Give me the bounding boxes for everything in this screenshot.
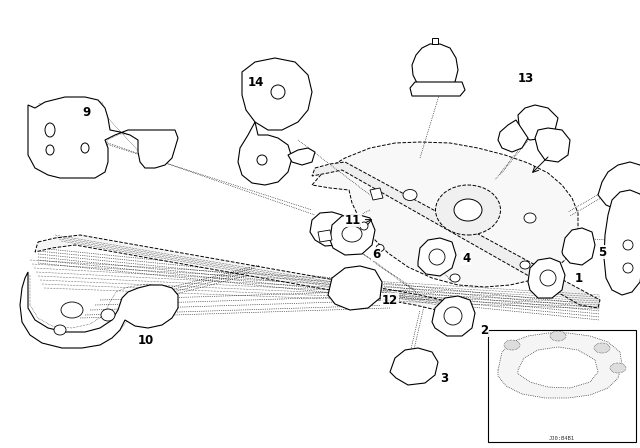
Polygon shape xyxy=(288,148,315,165)
Polygon shape xyxy=(238,122,292,185)
Ellipse shape xyxy=(444,307,462,325)
Text: 3: 3 xyxy=(440,371,448,384)
Polygon shape xyxy=(360,225,372,240)
Polygon shape xyxy=(604,190,640,295)
Polygon shape xyxy=(418,238,456,276)
Text: 2: 2 xyxy=(480,323,488,336)
Ellipse shape xyxy=(550,331,566,341)
Text: 12: 12 xyxy=(382,293,398,306)
Text: 11: 11 xyxy=(345,214,361,227)
Ellipse shape xyxy=(403,190,417,201)
Ellipse shape xyxy=(81,143,89,153)
Ellipse shape xyxy=(360,222,368,230)
Polygon shape xyxy=(528,258,565,298)
Polygon shape xyxy=(330,214,375,255)
Ellipse shape xyxy=(450,274,460,282)
Ellipse shape xyxy=(435,185,500,235)
Ellipse shape xyxy=(429,249,445,265)
Text: 4: 4 xyxy=(462,251,470,264)
Text: 1: 1 xyxy=(575,271,583,284)
Ellipse shape xyxy=(54,325,66,335)
Polygon shape xyxy=(370,188,383,200)
Text: 9: 9 xyxy=(82,105,90,119)
Polygon shape xyxy=(410,82,465,96)
Polygon shape xyxy=(498,120,528,152)
Polygon shape xyxy=(328,266,382,310)
Text: 6: 6 xyxy=(372,247,380,260)
Polygon shape xyxy=(598,162,640,210)
Polygon shape xyxy=(432,38,438,44)
Polygon shape xyxy=(518,347,598,388)
Bar xyxy=(488,330,636,442)
Ellipse shape xyxy=(623,240,633,250)
Ellipse shape xyxy=(623,263,633,273)
Polygon shape xyxy=(28,97,178,178)
Text: 10: 10 xyxy=(138,333,154,346)
Polygon shape xyxy=(242,58,312,130)
Polygon shape xyxy=(312,162,600,308)
Ellipse shape xyxy=(45,123,55,137)
Text: 14: 14 xyxy=(248,76,264,89)
Ellipse shape xyxy=(524,213,536,223)
Ellipse shape xyxy=(46,145,54,155)
Ellipse shape xyxy=(610,363,626,373)
Text: 5: 5 xyxy=(598,246,606,258)
Text: 13: 13 xyxy=(518,72,534,85)
Ellipse shape xyxy=(376,245,384,251)
Ellipse shape xyxy=(257,155,267,165)
Text: JJ0:B4B1: JJ0:B4B1 xyxy=(549,435,575,440)
Polygon shape xyxy=(412,44,458,94)
Polygon shape xyxy=(390,348,438,385)
Polygon shape xyxy=(535,128,570,162)
Polygon shape xyxy=(20,272,178,348)
Ellipse shape xyxy=(520,261,530,269)
Ellipse shape xyxy=(271,85,285,99)
Polygon shape xyxy=(432,296,475,336)
Ellipse shape xyxy=(101,309,115,321)
Ellipse shape xyxy=(454,199,482,221)
Ellipse shape xyxy=(504,340,520,350)
Polygon shape xyxy=(310,212,348,246)
Ellipse shape xyxy=(342,226,362,242)
Polygon shape xyxy=(562,228,595,265)
Polygon shape xyxy=(312,142,578,287)
Polygon shape xyxy=(318,230,332,242)
Ellipse shape xyxy=(540,270,556,286)
Ellipse shape xyxy=(61,302,83,318)
Polygon shape xyxy=(498,333,622,398)
Polygon shape xyxy=(35,235,470,318)
Polygon shape xyxy=(518,105,558,140)
Ellipse shape xyxy=(594,343,610,353)
